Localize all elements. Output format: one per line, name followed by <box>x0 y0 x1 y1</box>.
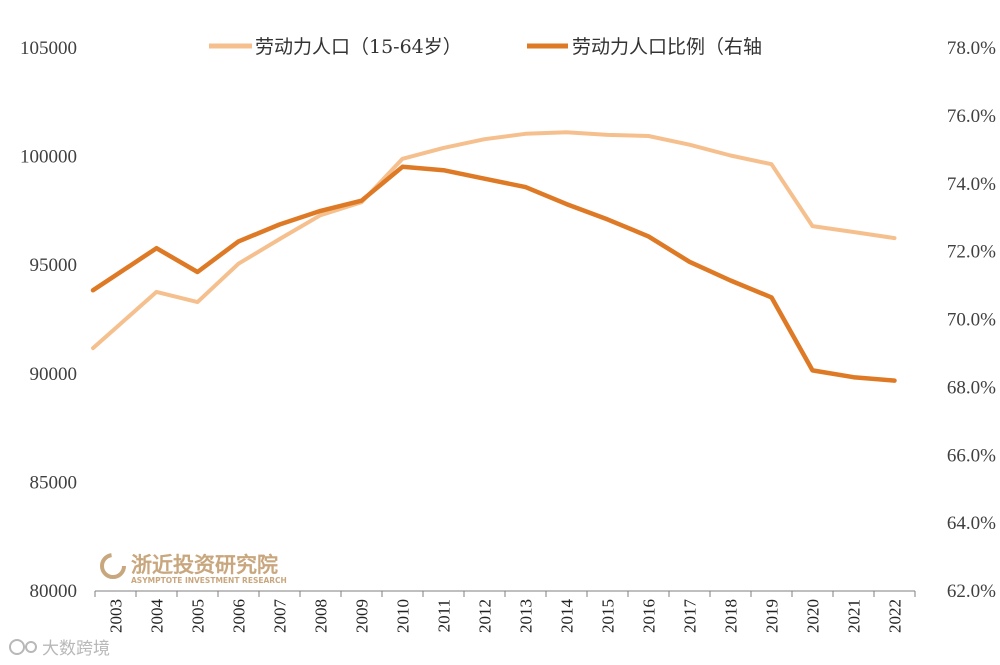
logo-mark-icon <box>100 553 126 579</box>
x-tick-label: 2020 <box>804 599 823 633</box>
x-tick-label: 2018 <box>722 599 741 633</box>
right-tick-label: 76.0% <box>947 106 996 127</box>
x-tick-label: 2009 <box>353 599 372 633</box>
left-tick-label: 95000 <box>30 255 78 276</box>
right-tick-label: 64.0% <box>947 513 996 534</box>
x-tick-label: 2021 <box>845 599 864 633</box>
series-line-labor-force <box>91 130 897 351</box>
x-tick-label: 2003 <box>107 599 126 633</box>
right-tick-label: 72.0% <box>947 242 996 263</box>
x-tick-label: 2012 <box>476 599 495 633</box>
right-tick-label: 62.0% <box>947 581 996 602</box>
right-tick-label: 78.0% <box>947 38 996 59</box>
x-axis-ticks: 2003 2004 2005 2006 2007 2008 2009 2010 2011 2012… <box>107 599 905 634</box>
watermark-subtitle: ASYMPTOTE INVESTMENT RESEARCH <box>131 576 287 585</box>
x-tick-label: 2006 <box>230 599 249 633</box>
x-tick-label: 2011 <box>435 599 454 632</box>
x-tick-label: 2017 <box>681 599 700 634</box>
x-tick-label: 2014 <box>558 599 577 634</box>
right-tick-label: 74.0% <box>947 174 996 195</box>
left-axis-ticks: 80000 85000 90000 95000 100000 105000 <box>20 38 77 602</box>
x-tick-label: 2007 <box>271 599 290 634</box>
left-tick-label: 85000 <box>30 472 78 493</box>
legend: 劳动力人口（15-64岁） 劳动力人口比例（右轴 <box>209 36 762 58</box>
x-tick-label: 2016 <box>640 599 659 633</box>
legend-label-labor-ratio: 劳动力人口比例（右轴 <box>572 36 762 58</box>
x-tick-label: 2004 <box>148 599 167 634</box>
x-tick-label: 2015 <box>599 599 618 633</box>
x-tick-label: 2019 <box>763 599 782 633</box>
legend-label-labor-force: 劳动力人口（15-64岁） <box>255 36 462 58</box>
watermark-logo: 浙近投资研究院 ASYMPTOTE INVESTMENT RESEARCH <box>100 553 287 585</box>
watermark-name: 浙近投资研究院 <box>131 553 278 577</box>
x-tick-label: 2008 <box>312 599 331 633</box>
right-tick-label: 66.0% <box>947 445 996 466</box>
axes <box>94 590 916 597</box>
x-tick-label: 2022 <box>886 599 905 633</box>
source-tag-icon <box>9 639 25 655</box>
source-tag-icon-2 <box>25 641 37 653</box>
series-line-labor-ratio <box>90 164 897 383</box>
source-tag-text: 大数跨境 <box>42 639 110 659</box>
left-tick-label: 80000 <box>30 581 78 602</box>
source-tag: 大数跨境 <box>9 639 110 659</box>
left-tick-label: 100000 <box>20 147 77 168</box>
x-tick-label: 2005 <box>189 599 208 633</box>
x-tick-label: 2013 <box>517 599 536 633</box>
left-tick-label: 105000 <box>20 38 77 59</box>
right-tick-label: 70.0% <box>947 310 996 331</box>
left-tick-label: 90000 <box>30 364 78 385</box>
x-tick-label: 2010 <box>394 599 413 633</box>
right-tick-label: 68.0% <box>947 377 996 398</box>
series-lines <box>90 130 897 383</box>
right-axis-ticks: 62.0% 64.0% 66.0% 68.0% 70.0% 72.0% 74.0% 76.0%… <box>947 38 996 602</box>
